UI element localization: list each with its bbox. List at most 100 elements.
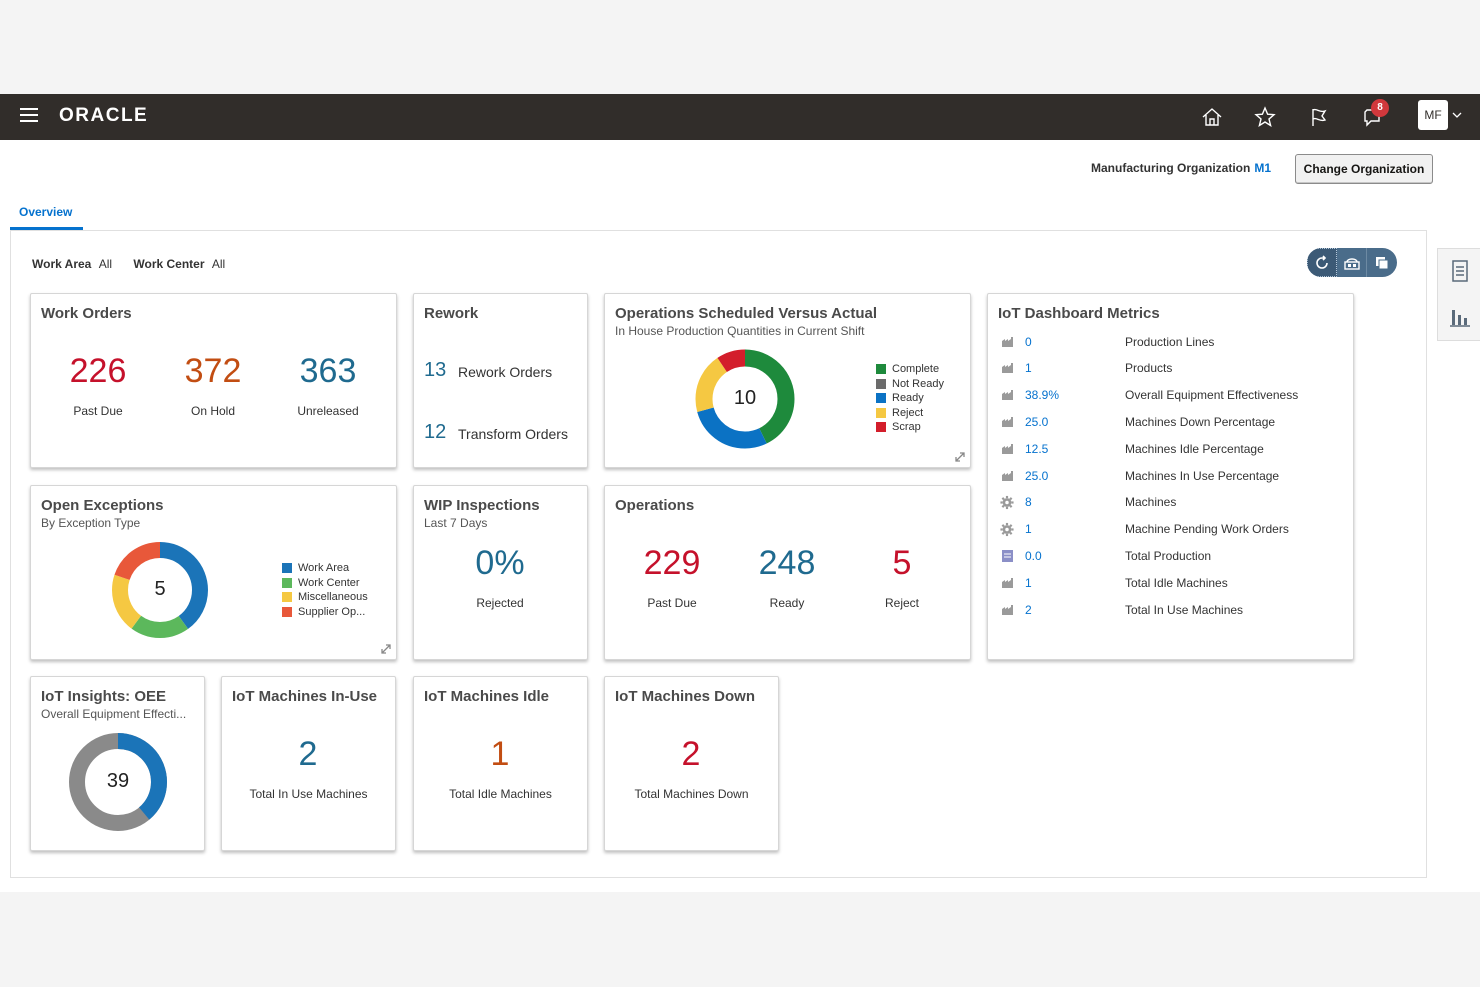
expand-icon[interactable]	[380, 643, 392, 655]
iot-metric-label: Production Lines	[1125, 334, 1215, 349]
oee-value-segment	[69, 733, 167, 831]
filter-bar: Work Area All Work Center All	[32, 257, 225, 271]
ops-reject-count[interactable]: 5	[892, 544, 912, 582]
user-avatar[interactable]: MF	[1418, 100, 1448, 130]
iot-machines-down-card[interactable]: IoT Machines Down 2 Total Machines Down	[604, 676, 779, 851]
card-subtitle: In House Production Quantities in Curren…	[615, 324, 865, 338]
iot-metric-row[interactable]: 25.0 Machines In Use Percentage	[1000, 462, 1340, 489]
iot-metric-value[interactable]: 2	[1025, 602, 1032, 617]
operations-card[interactable]: Operations 229 Past Due 248 Ready 5 Reje…	[604, 485, 971, 660]
iot-metric-value[interactable]: 1	[1025, 575, 1032, 590]
ops-past-due-label: Past Due	[647, 596, 697, 610]
expand-icon[interactable]	[954, 451, 966, 463]
chevron-down-icon[interactable]	[1452, 108, 1462, 122]
iot-metric-value[interactable]: 1	[1025, 522, 1032, 537]
factory-icon	[1000, 576, 1014, 590]
refresh-icon[interactable]	[1307, 248, 1337, 277]
change-organization-button[interactable]: Change Organization	[1295, 154, 1433, 184]
iot-dashboard-metrics-card[interactable]: IoT Dashboard Metrics 0 Production Lines 1…	[987, 293, 1354, 660]
rework-orders-label: Rework Orders	[458, 364, 553, 380]
iot-metric-row[interactable]: 38.9% Overall Equipment Effectiveness	[1000, 382, 1340, 409]
iot-metric-row[interactable]: 0 Production Lines	[1000, 328, 1340, 355]
factory-icon	[1000, 335, 1014, 349]
ops-past-due-count[interactable]: 229	[643, 544, 701, 582]
iot-metric-row[interactable]: 0.0 Total Production	[1000, 542, 1340, 569]
work-area-filter-label: Work Area	[32, 257, 92, 271]
rework-orders-count[interactable]: 13	[424, 359, 447, 381]
iot-metric-value[interactable]: 1	[1025, 361, 1032, 376]
ops-donut-chart	[695, 349, 795, 449]
menu-icon[interactable]	[20, 107, 38, 123]
iot-metric-label: Machines Idle Percentage	[1125, 441, 1264, 456]
on-hold-count[interactable]: 372	[184, 352, 242, 390]
legend-item: Reject	[876, 406, 944, 421]
notification-badge[interactable]: 8	[1371, 99, 1389, 117]
work-center-filter-value[interactable]: All	[211, 257, 226, 271]
iot-machines-in-use-card[interactable]: IoT Machines In-Use 2 Total In Use Machi…	[221, 676, 396, 851]
idle-count[interactable]: 1	[490, 735, 510, 773]
transform-orders-count[interactable]: 12	[424, 421, 447, 443]
card-title: Work Orders	[41, 305, 132, 322]
rejected-percentage[interactable]: 0%	[475, 544, 525, 582]
legend-item: Supplier Op...	[282, 605, 368, 620]
iot-metric-row[interactable]: 25.0 Machines Down Percentage	[1000, 408, 1340, 435]
iot-metric-row[interactable]: 2 Total In Use Machines	[1000, 596, 1340, 623]
iot-machines-idle-card[interactable]: IoT Machines Idle 1 Total Idle Machines	[413, 676, 588, 851]
down-count[interactable]: 2	[681, 735, 701, 773]
iot-metric-label: Total Production	[1125, 548, 1212, 563]
open-exceptions-card[interactable]: Open Exceptions By Exception Type 5 Work…	[30, 485, 397, 660]
ops-ready-count[interactable]: 248	[758, 544, 816, 582]
iot-metric-label: Total Idle Machines	[1125, 575, 1228, 590]
exceptions-donut-center: 5	[154, 578, 166, 600]
iot-insights-oee-card[interactable]: IoT Insights: OEE Overall Equipment Effe…	[30, 676, 205, 851]
unreleased-count[interactable]: 363	[299, 352, 357, 390]
document-icon[interactable]	[1447, 258, 1473, 284]
factory-icon	[1000, 469, 1014, 483]
rework-card[interactable]: Rework 13 Rework Orders 12 Transform Ord…	[413, 293, 588, 468]
tab-active-indicator	[10, 227, 83, 230]
iot-metric-value[interactable]: 0.0	[1025, 548, 1042, 563]
oracle-logo[interactable]: ORACLE	[59, 105, 149, 126]
star-icon[interactable]	[1252, 104, 1278, 130]
legend-item: Work Center	[282, 576, 368, 591]
oee-donut-center: 39	[106, 770, 130, 792]
card-title: IoT Machines Idle	[424, 688, 550, 705]
past-due-label: Past Due	[73, 404, 123, 418]
legend-item: Scrap	[876, 420, 944, 435]
tab-overview[interactable]: Overview	[19, 205, 73, 219]
unreleased-label: Unreleased	[297, 404, 359, 418]
iot-metric-row[interactable]: 1 Products	[1000, 355, 1340, 382]
ops-donut-center: 10	[733, 387, 757, 409]
in-use-count[interactable]: 2	[298, 735, 318, 773]
past-due-count[interactable]: 226	[69, 352, 127, 390]
iot-metric-value[interactable]: 38.9%	[1025, 388, 1060, 403]
iot-metric-row[interactable]: 8 Machines	[1000, 489, 1340, 516]
flag-icon[interactable]	[1306, 104, 1332, 130]
iot-metric-value[interactable]: 25.0	[1025, 414, 1049, 429]
iot-metric-row[interactable]: 1 Machine Pending Work Orders	[1000, 516, 1340, 543]
iot-metric-value[interactable]: 0	[1025, 334, 1032, 349]
down-label: Total Machines Down	[634, 787, 749, 801]
work-area-filter-value[interactable]: All	[98, 257, 113, 271]
iot-metric-value[interactable]: 8	[1025, 495, 1032, 510]
iot-metric-value[interactable]: 25.0	[1025, 468, 1049, 483]
copy-icon[interactable]	[1367, 248, 1397, 277]
global-header: ORACLE	[0, 94, 1480, 140]
iot-metric-row[interactable]: 12.5 Machines Idle Percentage	[1000, 435, 1340, 462]
home-icon[interactable]	[1199, 104, 1225, 130]
clipboard-icon	[1000, 549, 1014, 563]
iot-metric-value[interactable]: 12.5	[1025, 441, 1049, 456]
bar-chart-icon[interactable]	[1447, 303, 1473, 329]
wip-inspections-card[interactable]: WIP Inspections Last 7 Days 0% Rejected	[413, 485, 588, 660]
reject-segment	[695, 349, 795, 449]
iot-metric-row[interactable]: 1 Total Idle Machines	[1000, 569, 1340, 596]
org-value-link[interactable]: M1	[1254, 161, 1272, 175]
dashboard-toolbar	[1307, 248, 1397, 277]
dashboard-settings-icon[interactable]	[1337, 248, 1368, 277]
work-orders-card[interactable]: Work Orders 226 Past Due 372 On Hold 363…	[30, 293, 397, 468]
factory-icon	[1000, 603, 1014, 617]
legend-item: Miscellaneous	[282, 590, 368, 605]
exceptions-legend: Work Area Work Center Miscellaneous Supp…	[282, 561, 368, 619]
operations-scheduled-card[interactable]: Operations Scheduled Versus Actual In Ho…	[604, 293, 971, 468]
ready-segment	[695, 349, 795, 449]
